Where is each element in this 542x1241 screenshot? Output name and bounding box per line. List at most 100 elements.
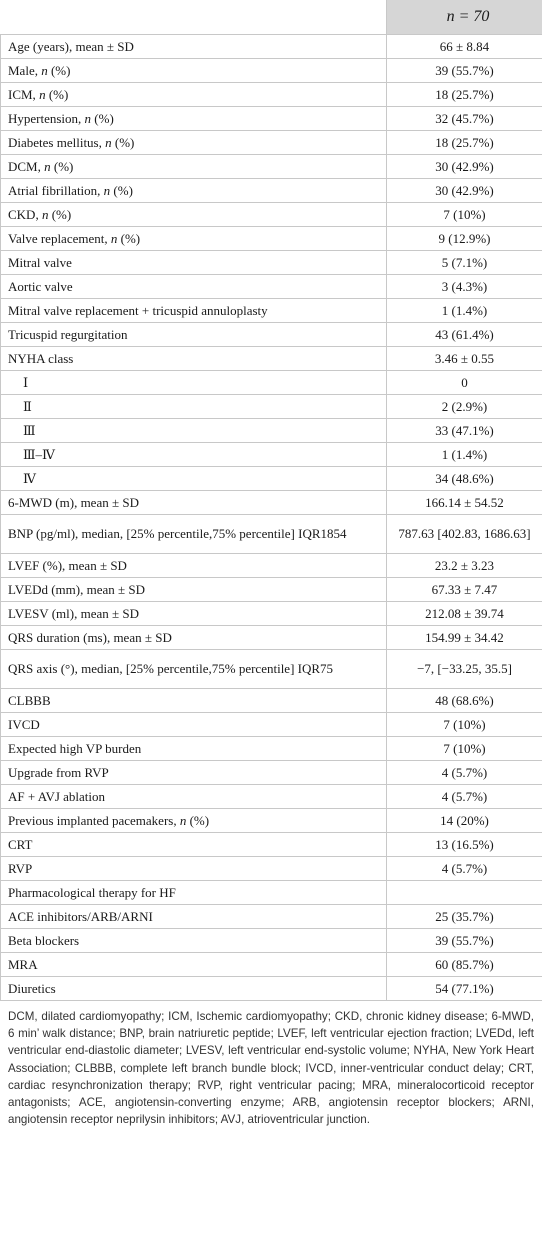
row-label-cell: Tricuspid regurgitation: [0, 322, 387, 347]
table-row: Mitral valve 5 (7.1%): [0, 250, 542, 275]
row-label-cell: Diuretics: [0, 976, 387, 1001]
row-label: LVESV (ml), mean ± SD: [8, 605, 139, 621]
row-label: Valve replacement,: [8, 230, 111, 246]
row-value: 48 (68.6%): [435, 692, 494, 708]
row-value: 1 (1.4%): [441, 446, 488, 462]
row-label: CKD,: [8, 206, 42, 222]
header-blank-cell: [0, 0, 387, 35]
row-label-cell: Previous implanted pacemakers, n (%): [0, 808, 387, 833]
row-value: 7 (10%): [443, 716, 486, 732]
row-value: 13 (16.5%): [435, 836, 494, 852]
row-value-cell: 39 (55.7%): [386, 928, 542, 953]
row-value: 67.33 ± 7.47: [431, 581, 498, 597]
table-row: LVEF (%), mean ± SD 23.2 ± 3.23: [0, 553, 542, 578]
row-label: Ⅲ: [23, 422, 36, 438]
row-label-cell: Age (years), mean ± SD: [0, 34, 387, 59]
row-value: 9 (12.9%): [438, 230, 491, 246]
table-row: Expected high VP burden 7 (10%): [0, 736, 542, 761]
row-value: 212.08 ± 39.74: [425, 605, 504, 621]
row-label-cell: CKD, n (%): [0, 202, 387, 227]
row-label: Ⅳ: [23, 470, 36, 486]
row-label: Ⅰ: [23, 374, 29, 390]
table-row: IVCD 7 (10%): [0, 712, 542, 737]
table-row: NYHA class 3.46 ± 0.55: [0, 346, 542, 371]
row-label-cell: CRT: [0, 832, 387, 857]
table-row: Male, n (%) 39 (55.7%): [0, 58, 542, 83]
table-row: CRT 13 (16.5%): [0, 832, 542, 857]
row-value: 32 (45.7%): [435, 110, 494, 126]
row-label: QRS axis (°), median, [25% percentile,75…: [8, 661, 334, 676]
row-label-cell: Atrial fibrillation, n (%): [0, 178, 387, 203]
table-row: DCM, n (%) 30 (42.9%): [0, 154, 542, 179]
row-label-cell: BNP (pg/ml), median, [25% percentile,75%…: [0, 514, 387, 554]
row-label: Previous implanted pacemakers,: [8, 812, 180, 828]
table-row: Hypertension, n (%) 32 (45.7%): [0, 106, 542, 131]
row-value-cell: 7 (10%): [386, 202, 542, 227]
row-label-cell: LVEF (%), mean ± SD: [0, 553, 387, 578]
table-row: CLBBB 48 (68.6%): [0, 688, 542, 713]
row-label: Diabetes mellitus,: [8, 134, 106, 150]
row-label: Mitral valve replacement + tricuspid ann…: [8, 302, 268, 318]
row-label-suffix: (%): [111, 134, 135, 150]
row-value-cell: 23.2 ± 3.23: [386, 553, 542, 578]
row-value: −7, [−33.25, 35.5]: [417, 661, 512, 676]
row-value: 30 (42.9%): [435, 182, 494, 198]
row-value: 787.63 [402.83, 1686.63]: [398, 526, 531, 541]
table-row: Beta blockers 39 (55.7%): [0, 928, 542, 953]
row-label-suffix: (%): [50, 158, 74, 174]
baseline-characteristics-table: n = 70 Age (years), mean ± SD 66 ± 8.84 Ma…: [0, 0, 542, 1001]
row-value-cell: 787.63 [402.83, 1686.63]: [386, 514, 542, 554]
row-value-cell: 4 (5.7%): [386, 760, 542, 785]
row-label: BNP (pg/ml), median, [25% percentile,75%…: [8, 526, 347, 541]
row-value: 3.46 ± 0.55: [434, 350, 495, 366]
row-label-cell: Valve replacement, n (%): [0, 226, 387, 251]
row-label: AF + AVJ ablation: [8, 788, 106, 804]
row-label-cell: ICM, n (%): [0, 82, 387, 107]
row-label-cell: IVCD: [0, 712, 387, 737]
row-label-suffix: (%): [117, 230, 141, 246]
row-value-cell: 14 (20%): [386, 808, 542, 833]
row-value: 39 (55.7%): [435, 62, 494, 78]
row-label: MRA: [8, 956, 38, 972]
row-value-cell: 154.99 ± 34.42: [386, 625, 542, 650]
row-label: Ⅲ–Ⅳ: [23, 446, 56, 462]
row-label-cell: QRS axis (°), median, [25% percentile,75…: [0, 649, 387, 689]
row-label-cell: MRA: [0, 952, 387, 977]
table-footnote: DCM, dilated cardiomyopathy; ICM, Ischem…: [8, 1010, 534, 1127]
row-value: 18 (25.7%): [435, 86, 494, 102]
row-value-cell: 25 (35.7%): [386, 904, 542, 929]
row-label: Ⅱ: [23, 398, 32, 414]
row-label-suffix: (%): [47, 62, 71, 78]
row-label: Hypertension,: [8, 110, 85, 126]
row-label-cell: Beta blockers: [0, 928, 387, 953]
row-label: DCM,: [8, 158, 45, 174]
table-row: AF + AVJ ablation 4 (5.7%): [0, 784, 542, 809]
row-value: 2 (2.9%): [441, 398, 488, 414]
row-value: 166.14 ± 54.52: [425, 494, 504, 510]
row-value: 4 (5.7%): [441, 860, 488, 876]
row-value-cell: 30 (42.9%): [386, 154, 542, 179]
row-label-cell: Ⅱ: [0, 394, 387, 419]
table-row: Mitral valve replacement + tricuspid ann…: [0, 298, 542, 323]
table-row: Diabetes mellitus, n (%) 18 (25.7%): [0, 130, 542, 155]
row-label-cell: Aortic valve: [0, 274, 387, 299]
row-value-cell: 1 (1.4%): [386, 298, 542, 323]
row-label-n: n: [103, 182, 111, 198]
row-label-cell: Expected high VP burden: [0, 736, 387, 761]
row-value: 60 (85.7%): [435, 956, 494, 972]
row-label: Age (years), mean ± SD: [8, 38, 134, 54]
row-label-n: n: [105, 134, 112, 150]
row-label-cell: CLBBB: [0, 688, 387, 713]
row-label: Diuretics: [8, 980, 56, 996]
row-value: 30 (42.9%): [435, 158, 494, 174]
row-label-cell: DCM, n (%): [0, 154, 387, 179]
row-label-suffix: (%): [91, 110, 114, 126]
row-label-cell: LVEDd (mm), mean ± SD: [0, 577, 387, 602]
row-label-cell: Male, n (%): [0, 58, 387, 83]
row-value: 33 (47.1%): [435, 422, 494, 438]
row-label: RVP: [8, 860, 33, 876]
row-value-cell: 2 (2.9%): [386, 394, 542, 419]
row-label-cell: Ⅳ: [0, 466, 387, 491]
row-label-n: n: [179, 812, 187, 828]
row-value: 4 (5.7%): [441, 788, 488, 804]
